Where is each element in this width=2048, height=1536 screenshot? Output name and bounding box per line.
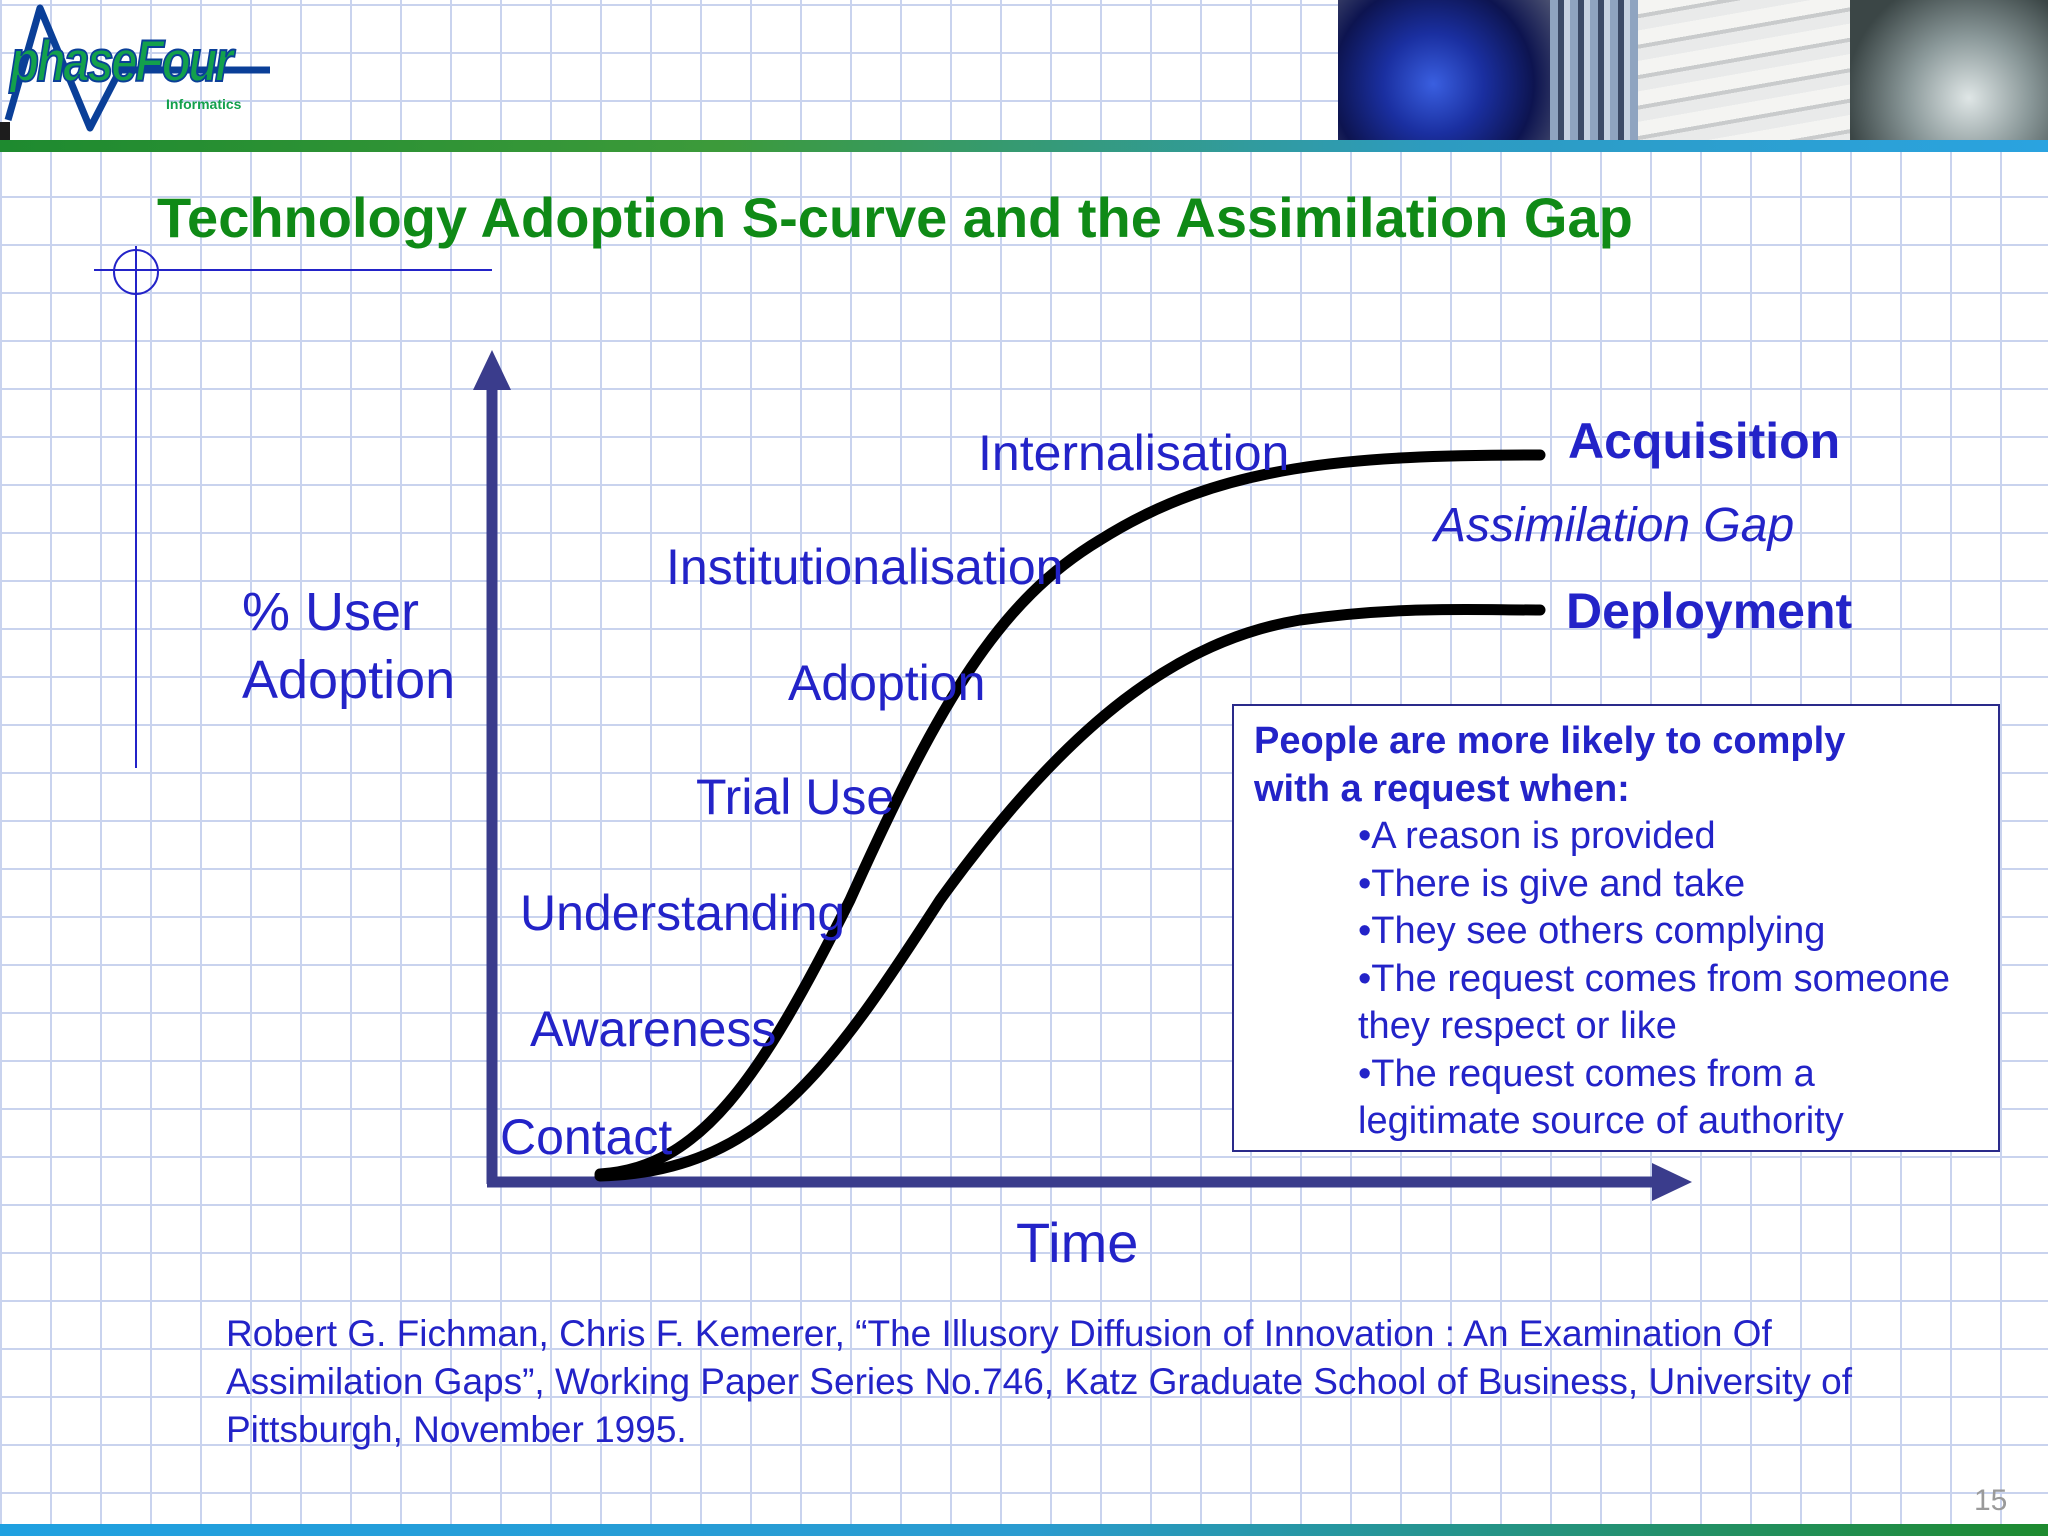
info-box-bullet: •The request comes from a legitimate sou…: [1358, 1052, 1844, 1143]
info-box-bullet: •There is give and take: [1358, 862, 1746, 905]
stage-awareness: Awareness: [530, 1001, 777, 1057]
logo-subtitle: Informatics: [166, 96, 242, 112]
header-photo-strip: [1338, 0, 2048, 140]
y-axis-label: % User Adoption: [242, 578, 455, 714]
info-box-heading-line: with a request when:: [1254, 767, 1630, 810]
x-axis-label: Time: [1016, 1211, 1139, 1274]
y-axis-arrow: [473, 350, 511, 1184]
info-box-heading: People are more likely to comply with a …: [1254, 718, 1980, 813]
acquisition-curve: [594, 449, 1546, 1180]
info-box-list: •A reason is provided •There is give and…: [1254, 813, 1980, 1146]
assimilation-gap-label: Assimilation Gap: [1434, 499, 1795, 552]
stage-understanding: Understanding: [520, 885, 846, 941]
stage-contact: Contact: [500, 1109, 673, 1165]
stage-internalisation: Internalisation: [978, 425, 1290, 481]
y-axis-label-line-1: % User: [242, 582, 420, 642]
lab-rack-photo: [1550, 0, 1638, 140]
compliance-info-box: People are more likely to comply with a …: [1232, 704, 2000, 1152]
deployment-label: Deployment: [1566, 583, 1853, 639]
info-box-heading-line: People are more likely to comply: [1254, 720, 1846, 762]
info-box-bullet: •The request comes from someone they res…: [1358, 957, 1951, 1048]
y-axis-label-line-2: Adoption: [242, 650, 456, 710]
stage-trial-use: Trial Use: [696, 769, 895, 825]
company-logo: phaseFour Informatics: [0, 0, 290, 140]
header-gradient-bar: [0, 140, 2048, 152]
x-axis-arrow: [487, 1163, 1692, 1201]
page-number: 15: [1974, 1484, 2008, 1517]
info-box-bullet: •They see others complying: [1358, 910, 1826, 952]
citation-text: Robert G. Fichman, Chris F. Kemerer, “Th…: [226, 1313, 1852, 1450]
keyboard-photo: [1638, 0, 1850, 140]
lab-equipment-photo: [1850, 0, 2048, 140]
info-box-bullet: •A reason is provided: [1358, 815, 1716, 857]
stage-adoption: Adoption: [788, 655, 986, 711]
flask-photo: [1338, 0, 1550, 140]
logo-name: phaseFour: [9, 28, 234, 95]
logo-swoosh: [0, 4, 270, 140]
footer-gradient-bar: [0, 1524, 2048, 1536]
slide-title: Technology Adoption S-curve and the Assi…: [157, 186, 1633, 249]
stage-institutionalisation: Institutionalisation: [666, 539, 1064, 595]
acquisition-label: Acquisition: [1568, 413, 1841, 469]
deployment-curve: [594, 603, 1546, 1182]
